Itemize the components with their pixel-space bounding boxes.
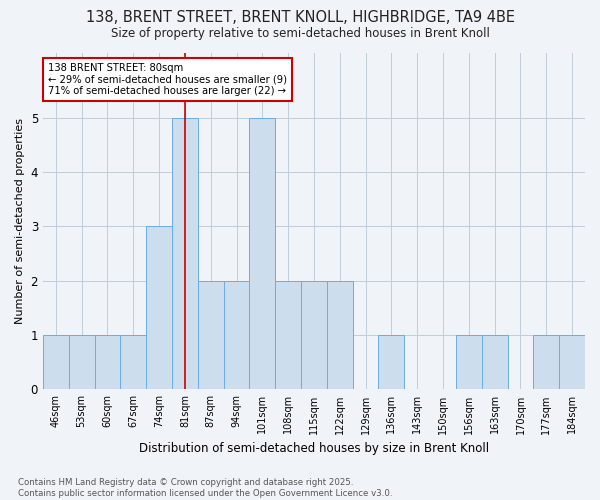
Bar bbox=[301, 280, 327, 390]
Bar bbox=[224, 280, 250, 390]
Text: 138, BRENT STREET, BRENT KNOLL, HIGHBRIDGE, TA9 4BE: 138, BRENT STREET, BRENT KNOLL, HIGHBRID… bbox=[86, 10, 515, 25]
Bar bbox=[146, 226, 172, 390]
Bar bbox=[275, 280, 301, 390]
Bar bbox=[559, 335, 585, 390]
Y-axis label: Number of semi-detached properties: Number of semi-detached properties bbox=[15, 118, 25, 324]
Bar bbox=[95, 335, 121, 390]
Text: 138 BRENT STREET: 80sqm
← 29% of semi-detached houses are smaller (9)
71% of sem: 138 BRENT STREET: 80sqm ← 29% of semi-de… bbox=[49, 62, 287, 96]
Bar bbox=[533, 335, 559, 390]
Bar bbox=[482, 335, 508, 390]
Bar bbox=[198, 280, 224, 390]
Bar bbox=[69, 335, 95, 390]
Text: Size of property relative to semi-detached houses in Brent Knoll: Size of property relative to semi-detach… bbox=[110, 28, 490, 40]
Bar bbox=[379, 335, 404, 390]
Text: Contains HM Land Registry data © Crown copyright and database right 2025.
Contai: Contains HM Land Registry data © Crown c… bbox=[18, 478, 392, 498]
Bar bbox=[327, 280, 353, 390]
Bar bbox=[43, 335, 69, 390]
Bar bbox=[456, 335, 482, 390]
Bar bbox=[121, 335, 146, 390]
Bar bbox=[172, 118, 198, 390]
Bar bbox=[250, 118, 275, 390]
X-axis label: Distribution of semi-detached houses by size in Brent Knoll: Distribution of semi-detached houses by … bbox=[139, 442, 489, 455]
